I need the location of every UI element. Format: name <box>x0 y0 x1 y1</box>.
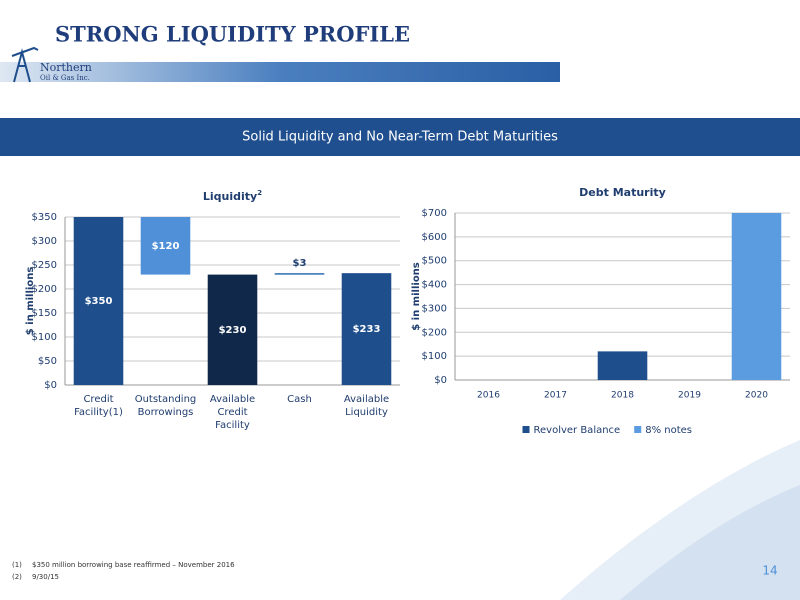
y-tick-label: $300 <box>422 303 447 314</box>
bar <box>341 273 392 385</box>
y-tick-label: $400 <box>422 280 447 291</box>
x-tick-label: 2017 <box>544 391 567 401</box>
value-label: $3 <box>293 258 307 269</box>
value-label: $350 <box>85 296 113 307</box>
y-tick-label: $250 <box>32 260 57 271</box>
logo-sub: Oil & Gas Inc. <box>40 74 90 82</box>
x-tick-label: 2018 <box>611 391 634 401</box>
y-axis-label: $ in millions <box>411 262 422 331</box>
y-axis-label: $ in millions <box>25 267 36 336</box>
footnote: 9/30/15 <box>32 573 59 581</box>
x-tick-label: Available Credit Facility <box>209 394 256 431</box>
banner <box>0 118 800 156</box>
bar <box>73 217 124 385</box>
bar <box>597 351 648 380</box>
y-tick-label: $350 <box>32 212 57 223</box>
y-tick-label: $200 <box>422 327 447 338</box>
y-tick-label: $50 <box>38 356 57 367</box>
footnote-marker: (1) <box>12 561 22 569</box>
legend-label: 8% notes <box>645 425 692 436</box>
y-tick-label: $500 <box>422 256 447 267</box>
x-tick-label: 2016 <box>477 391 500 401</box>
value-label: $230 <box>219 325 247 336</box>
y-tick-label: $200 <box>32 284 57 295</box>
bar <box>731 213 782 380</box>
chart-title: Liquidity2 <box>203 189 262 203</box>
chart-title: Debt Maturity <box>579 186 666 199</box>
y-tick-label: $150 <box>32 308 57 319</box>
title-note: 2 <box>257 189 262 197</box>
logo <box>11 46 39 83</box>
y-tick-label: $700 <box>422 208 447 219</box>
bar <box>140 217 191 275</box>
y-tick-label: $600 <box>422 232 447 243</box>
bar <box>207 274 258 385</box>
value-label: $233 <box>353 324 381 335</box>
footnote: $350 million borrowing base reaffirmed –… <box>32 561 235 569</box>
legend-label: Revolver Balance <box>534 425 621 436</box>
banner-text: Solid Liquidity and No Near-Term Debt Ma… <box>242 130 558 145</box>
y-tick-label: $100 <box>422 351 447 362</box>
decor <box>620 485 800 600</box>
page-number: 14 <box>762 564 777 578</box>
chart-title-text: Liquidity <box>203 190 257 203</box>
y-tick-label: $0 <box>44 380 57 391</box>
x-tick-label: Credit Facility(1) <box>74 394 123 418</box>
x-tick-label: Cash <box>287 394 312 405</box>
chart-title-text: Debt Maturity <box>579 186 666 199</box>
logo-name: Northern <box>40 61 92 74</box>
y-tick-label: $100 <box>32 332 57 343</box>
value-label: $120 <box>152 241 180 252</box>
footnote-marker: (2) <box>12 573 22 581</box>
bar <box>274 273 325 275</box>
legend-swatch <box>634 426 642 433</box>
x-tick-label: 2020 <box>745 391 768 401</box>
x-tick-label: 2019 <box>678 391 701 401</box>
x-tick-label: Available Liquidity <box>343 394 390 418</box>
x-tick-label: Outstanding Borrowings <box>134 394 197 418</box>
header-stripe <box>0 62 560 82</box>
slide-title: STRONG LIQUIDITY PROFILE <box>55 22 410 47</box>
legend-swatch <box>522 426 530 433</box>
y-tick-label: $0 <box>434 375 447 386</box>
y-tick-label: $300 <box>32 236 57 247</box>
